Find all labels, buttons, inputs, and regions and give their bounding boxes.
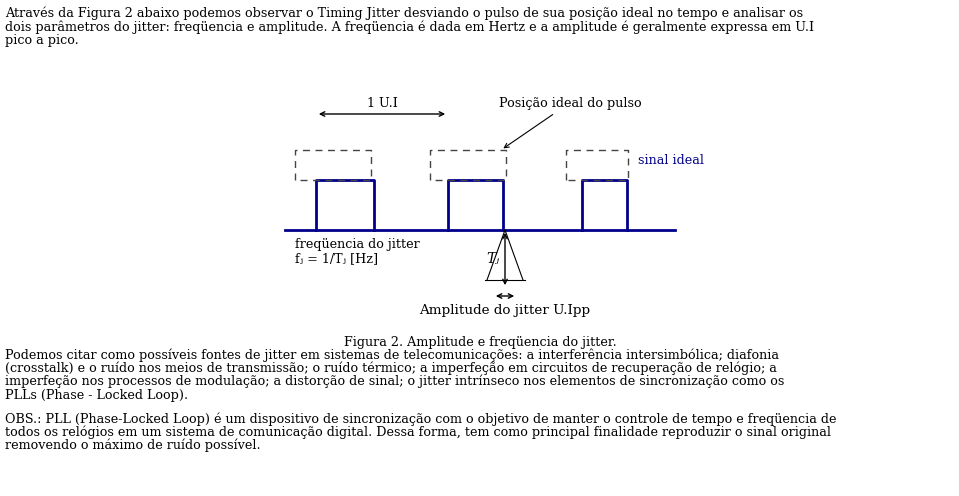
Text: 1 U.I: 1 U.I [366, 97, 397, 110]
Text: removendo o máximo de ruído possível.: removendo o máximo de ruído possível. [5, 439, 261, 452]
Text: OBS.: PLL (Phase-Locked Loop) é um dispositivo de sincronização com o objetivo d: OBS.: PLL (Phase-Locked Loop) é um dispo… [5, 412, 836, 426]
Text: Posição ideal do pulso: Posição ideal do pulso [499, 97, 642, 110]
Text: freqüencia do jitter: freqüencia do jitter [295, 238, 420, 251]
Text: PLLs (Phase - Locked Loop).: PLLs (Phase - Locked Loop). [5, 388, 188, 401]
Text: imperfeção nos processos de modulação; a distorção de sinal; o jitter intrínseco: imperfeção nos processos de modulação; a… [5, 375, 784, 388]
Text: sinal ideal: sinal ideal [638, 153, 704, 167]
Text: fⱼ = 1/Tⱼ [Hz]: fⱼ = 1/Tⱼ [Hz] [295, 252, 378, 265]
Text: Tⱼ: Tⱼ [486, 252, 499, 266]
Text: todos os relógios em um sistema de comunicação digital. Dessa forma, tem como pr: todos os relógios em um sistema de comun… [5, 426, 831, 439]
Text: Podemos citar como possíveis fontes de jitter em sistemas de telecomunicações: a: Podemos citar como possíveis fontes de j… [5, 348, 779, 362]
Text: Amplitude do jitter U.Ipp: Amplitude do jitter U.Ipp [419, 304, 591, 317]
Text: pico a pico.: pico a pico. [5, 34, 79, 47]
Text: (crosstalk) e o ruído nos meios de transmissão; o ruído térmico; a imperfeção em: (crosstalk) e o ruído nos meios de trans… [5, 362, 777, 375]
Text: Figura 2. Amplitude e freqüencia do jitter.: Figura 2. Amplitude e freqüencia do jitt… [343, 336, 617, 349]
Text: Através da Figura 2 abaixo podemos observar o Timing Jitter desviando o pulso de: Através da Figura 2 abaixo podemos obser… [5, 7, 803, 20]
Text: dois parâmetros do jitter: freqüencia e amplitude. A freqüencia é dada em Hertz : dois parâmetros do jitter: freqüencia e … [5, 20, 814, 34]
